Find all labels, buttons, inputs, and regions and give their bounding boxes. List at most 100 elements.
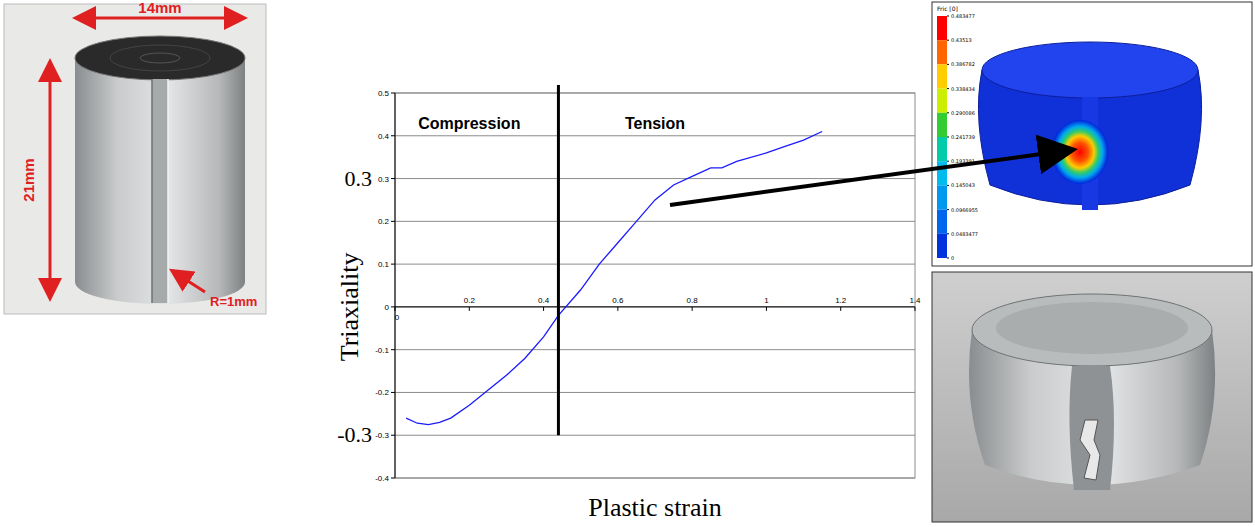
grid-line (395, 264, 915, 265)
x-tick (395, 307, 396, 311)
y-tick-label: 0.3 (378, 175, 390, 184)
x-axis-title: Plastic strain (588, 493, 722, 522)
colorbar-tick (947, 64, 949, 65)
colorbar-tick (947, 258, 949, 259)
colorbar-band (937, 64, 947, 88)
colorbar-tick (947, 40, 949, 41)
top-face (996, 302, 1188, 354)
barrel-top (972, 294, 1212, 366)
x-tick-label: 0 (395, 313, 400, 322)
x-tick-label: 0.6 (612, 296, 624, 305)
colorbar-tick (947, 185, 949, 186)
grid-line (395, 435, 915, 436)
region-label: Tension (625, 115, 685, 132)
y-tick-label: -0.1 (375, 346, 389, 355)
y-tick-label: 0.5 (378, 89, 390, 98)
colorbar-band (937, 234, 947, 258)
grid-line (395, 349, 915, 350)
grid-line (395, 178, 915, 179)
y-tick (391, 392, 395, 393)
colorbar-label: 0.241739 (951, 134, 975, 140)
y-tick-label: 0.1 (378, 260, 390, 269)
y-tick (391, 478, 395, 479)
notch-edge (151, 79, 153, 303)
colorbar-tick (947, 112, 949, 113)
colorbar-tick (947, 161, 949, 162)
figure: 14mm 21mm R=1mm -0.4 -0.3 -0.2 -0.1 0 0.1 0.2 0.3 0… (0, 0, 1255, 527)
colorbar-tick (947, 16, 949, 17)
y-tick-label: -0.3 (375, 431, 389, 440)
grid-line (395, 392, 915, 393)
notch (152, 79, 168, 303)
y-tick (391, 135, 395, 136)
y-tick-label: 0.4 (378, 132, 390, 141)
colorbar-band (937, 185, 947, 209)
y-tick (391, 306, 395, 307)
contour-inset: Fric [0]0.483477 0.43513 0.386782 0.338434 0… (932, 2, 1252, 266)
x-tick (469, 307, 470, 311)
y-tick-label: -0.2 (375, 388, 389, 397)
x-tick (692, 307, 693, 311)
x-axis (395, 306, 915, 307)
notch-arrow (174, 272, 205, 292)
x-tick (617, 307, 618, 311)
axis-value-overlay: -0.3 (337, 422, 372, 447)
notch-label: R=1mm (210, 294, 257, 309)
specimen-top (982, 42, 1198, 98)
colorbar-tick (947, 233, 949, 234)
specimen-photo: 14mm 21mm R=1mm (4, 0, 266, 314)
width-arrow (78, 17, 242, 20)
x-tick (766, 307, 767, 311)
x-tick-label: 0.8 (687, 296, 699, 305)
series-line (406, 132, 822, 425)
divider-line (557, 85, 560, 435)
y-tick (391, 221, 395, 222)
colorbar-label: 0.0966955 (951, 207, 978, 213)
top-ring (140, 53, 180, 63)
grid-line (395, 135, 915, 136)
cylinder-top (75, 36, 245, 80)
y-axis (395, 93, 396, 478)
y-tick (391, 93, 395, 94)
y-tick (391, 264, 395, 265)
colorbar-tick (947, 136, 949, 137)
width-label: 14mm (138, 0, 181, 16)
bulge (1069, 366, 1114, 490)
colorbar-band (937, 89, 947, 113)
y-tick-label: -0.4 (375, 474, 389, 483)
colorbar-title: Fric [0] (937, 5, 958, 12)
y-tick (391, 435, 395, 436)
y-tick (391, 178, 395, 179)
x-tick-label: 0.2 (464, 296, 476, 305)
pointer-arrow (670, 150, 1070, 205)
colorbar-band (937, 137, 947, 161)
fracture-photo (932, 272, 1252, 522)
axis-value-overlay: 0.3 (345, 166, 373, 191)
colorbar-label: 0.338434 (951, 86, 975, 92)
colorbar-tick (947, 209, 949, 210)
x-tick (840, 307, 841, 311)
grid-line (395, 306, 915, 307)
y-tick-label: 0.2 (378, 217, 390, 226)
colorbar-label: 0.386782 (951, 61, 975, 67)
grid-line (395, 221, 915, 222)
x-tick-label: 1 (764, 296, 769, 305)
colorbar-band (937, 16, 947, 40)
colorbar-label: 0.43513 (951, 37, 972, 43)
x-tick-label: 1.2 (835, 296, 847, 305)
colorbar-label: 0.290086 (951, 110, 975, 116)
chart: -0.4-0.3-0.2-0.100.10.20.30.40.500.20.40… (333, 85, 921, 522)
notch-edge (167, 79, 169, 303)
colorbar-label: 0.483477 (951, 13, 975, 19)
colorbar-label: 0.145043 (951, 182, 975, 188)
y-tick (391, 349, 395, 350)
crack (1080, 420, 1100, 480)
colorbar-band (937, 40, 947, 64)
height-label: 21mm (20, 158, 37, 201)
colorbar-label: 0.0483477 (951, 231, 978, 237)
colorbar-tick (947, 88, 949, 89)
colorbar-label: 0 (951, 255, 954, 261)
photo-bg (4, 4, 266, 314)
height-arrow (49, 64, 52, 296)
x-tick (915, 307, 916, 311)
